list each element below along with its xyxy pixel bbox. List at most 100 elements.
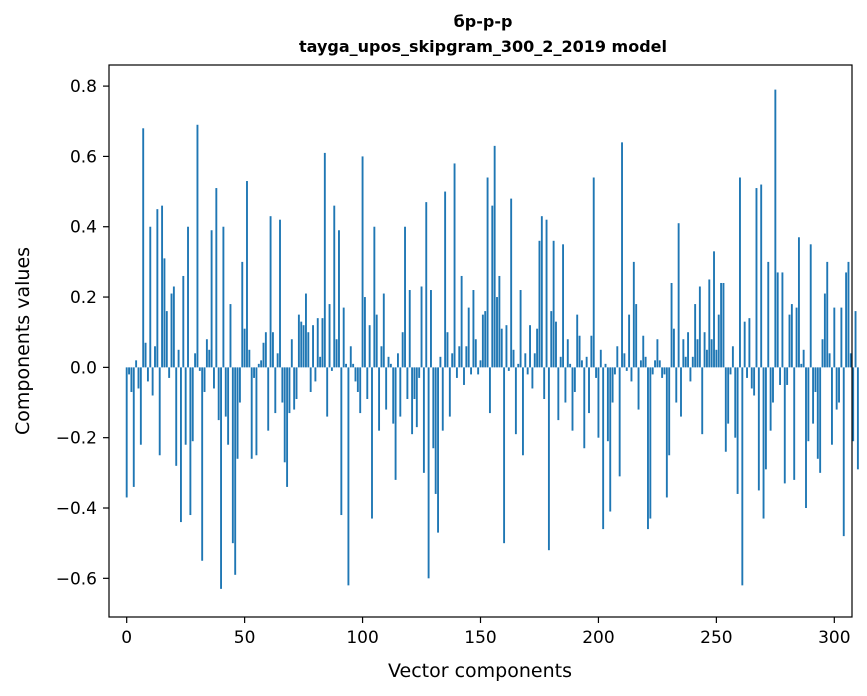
bar-247 — [708, 279, 711, 368]
bar-195 — [585, 356, 588, 368]
bar-297 — [826, 261, 829, 368]
bar-4 — [135, 360, 138, 368]
bar-105 — [373, 226, 376, 368]
bar-162 — [507, 367, 510, 371]
bar-148 — [474, 339, 477, 368]
bar-301 — [835, 367, 838, 410]
bar-185 — [562, 244, 564, 368]
bar-190 — [573, 367, 576, 392]
bar-149 — [477, 367, 480, 375]
bar-215 — [632, 261, 635, 368]
bar-91 — [340, 367, 343, 516]
bar-285 — [797, 237, 800, 368]
bar-226 — [658, 360, 661, 368]
x-tick-label: 250 — [700, 628, 732, 648]
bar-263 — [746, 367, 748, 378]
bar-29 — [194, 353, 197, 368]
bar-142 — [460, 275, 463, 368]
bar-123 — [415, 367, 418, 428]
bar-225 — [656, 339, 659, 368]
bar-141 — [458, 346, 461, 368]
bar-255 — [727, 367, 730, 424]
bar-304 — [842, 367, 845, 537]
bar-165 — [514, 367, 517, 435]
bar-307 — [849, 353, 852, 368]
bar-113 — [392, 367, 395, 424]
bar-206 — [611, 367, 614, 403]
bar-208 — [616, 346, 619, 368]
bar-85 — [326, 367, 329, 417]
bar-250 — [715, 349, 718, 368]
bar-58 — [262, 342, 265, 368]
bar-80 — [314, 367, 317, 382]
bar-278 — [781, 272, 784, 368]
bar-146 — [470, 367, 473, 375]
bar-253 — [722, 282, 725, 368]
bar-227 — [661, 367, 664, 378]
bar-191 — [576, 314, 579, 368]
bar-66 — [281, 367, 284, 403]
x-tick-label: 50 — [234, 628, 256, 648]
bar-45 — [231, 367, 234, 544]
bar-266 — [753, 367, 756, 396]
bar-95 — [349, 346, 352, 368]
bar-74 — [300, 321, 303, 368]
bar-187 — [566, 339, 569, 368]
bar-194 — [583, 367, 586, 449]
bar-231 — [670, 282, 673, 368]
bar-236 — [682, 339, 685, 368]
bar-152 — [484, 311, 487, 368]
bar-7 — [142, 128, 145, 368]
bar-145 — [467, 307, 470, 368]
bar-100 — [361, 156, 364, 368]
bar-51 — [246, 181, 248, 368]
bar-147 — [472, 290, 475, 368]
bar-293 — [816, 367, 819, 459]
bar-135 — [444, 191, 447, 368]
bar-281 — [788, 314, 791, 368]
bar-101 — [363, 297, 366, 368]
bar-258 — [734, 367, 737, 438]
bar-16 — [163, 258, 166, 368]
x-tick-label: 100 — [346, 628, 378, 648]
bar-92 — [342, 307, 345, 368]
bar-131 — [434, 367, 437, 494]
bar-210 — [621, 142, 623, 368]
bar-138 — [451, 353, 454, 368]
bar-274 — [772, 367, 774, 403]
bar-254 — [724, 367, 727, 452]
bar-15 — [161, 205, 164, 368]
bar-298 — [828, 353, 831, 368]
bar-244 — [701, 367, 704, 435]
bar-9 — [146, 367, 149, 382]
bar-33 — [203, 367, 206, 392]
bar-96 — [352, 363, 355, 368]
bar-262 — [743, 321, 746, 368]
bar-3 — [132, 367, 135, 487]
bar-275 — [774, 89, 777, 368]
bar-237 — [684, 356, 687, 368]
bar-271 — [764, 367, 767, 470]
bar-184 — [559, 356, 562, 368]
bar-239 — [689, 367, 692, 382]
bar-252 — [720, 282, 723, 368]
bar-154 — [488, 367, 491, 414]
bar-157 — [496, 297, 498, 368]
bar-0 — [125, 367, 128, 498]
bar-84 — [323, 152, 326, 368]
bar-188 — [569, 363, 572, 368]
bar-102 — [366, 367, 369, 400]
bar-151 — [481, 314, 484, 368]
bar-207 — [614, 367, 616, 375]
bar-19 — [170, 293, 173, 368]
bar-43 — [227, 367, 230, 445]
bar-44 — [229, 304, 232, 368]
bar-246 — [705, 349, 708, 368]
bar-121 — [411, 367, 414, 435]
bar-24 — [182, 275, 185, 368]
bar-38 — [215, 188, 218, 368]
bar-209 — [618, 367, 621, 477]
bar-181 — [552, 240, 555, 368]
bar-166 — [517, 363, 520, 368]
